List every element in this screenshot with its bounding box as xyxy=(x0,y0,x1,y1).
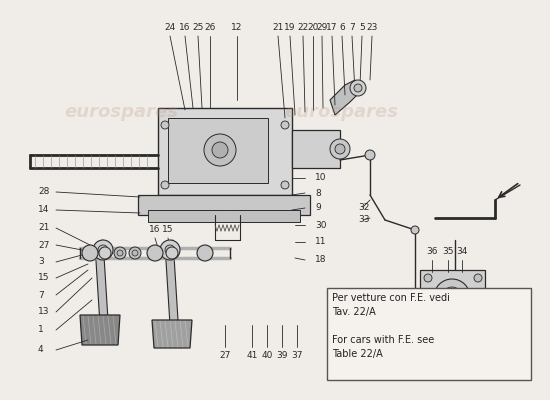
Polygon shape xyxy=(138,195,310,215)
Text: 3: 3 xyxy=(38,258,44,266)
Text: 37: 37 xyxy=(292,350,302,360)
Text: 36: 36 xyxy=(426,248,438,256)
Polygon shape xyxy=(165,240,178,325)
Text: 7: 7 xyxy=(38,290,44,300)
Circle shape xyxy=(281,121,289,129)
Polygon shape xyxy=(152,320,192,348)
Circle shape xyxy=(442,287,462,307)
Text: 7: 7 xyxy=(349,24,355,32)
Bar xyxy=(158,108,292,195)
Polygon shape xyxy=(292,130,340,168)
Text: 18: 18 xyxy=(315,256,327,264)
Circle shape xyxy=(147,245,163,261)
Text: Per vetture con F.E. vedi
Tav. 22/A

For cars with F.E. see
Table 22/A: Per vetture con F.E. vedi Tav. 22/A For … xyxy=(332,293,450,359)
Text: 17: 17 xyxy=(326,24,338,32)
Text: 32: 32 xyxy=(358,202,370,212)
Circle shape xyxy=(411,226,419,234)
Circle shape xyxy=(93,240,113,260)
Circle shape xyxy=(424,314,432,322)
Text: 34: 34 xyxy=(456,248,468,256)
Bar xyxy=(327,288,531,380)
Text: 29: 29 xyxy=(316,24,328,32)
Text: 11: 11 xyxy=(315,238,327,246)
Circle shape xyxy=(281,181,289,189)
Text: 37: 37 xyxy=(452,350,464,360)
Text: 23: 23 xyxy=(366,24,378,32)
Text: 15: 15 xyxy=(38,274,50,282)
Text: 14: 14 xyxy=(38,206,50,214)
Circle shape xyxy=(350,80,366,96)
Circle shape xyxy=(197,245,213,261)
Text: 4: 4 xyxy=(38,346,43,354)
Text: 28: 28 xyxy=(38,188,50,196)
Circle shape xyxy=(132,250,138,256)
Circle shape xyxy=(204,134,236,166)
Circle shape xyxy=(161,121,169,129)
Circle shape xyxy=(474,274,482,282)
Text: 10: 10 xyxy=(315,174,327,182)
Text: eurospares: eurospares xyxy=(284,103,398,121)
Text: 42: 42 xyxy=(406,350,417,360)
Bar xyxy=(420,270,485,325)
Circle shape xyxy=(129,247,141,259)
Polygon shape xyxy=(80,315,120,345)
Polygon shape xyxy=(330,80,360,115)
Polygon shape xyxy=(148,210,300,222)
Circle shape xyxy=(161,181,169,189)
Text: 25: 25 xyxy=(192,24,204,32)
Circle shape xyxy=(424,274,432,282)
Text: eurospares: eurospares xyxy=(64,103,178,121)
Text: 21: 21 xyxy=(38,224,50,232)
Text: 35: 35 xyxy=(442,248,454,256)
Circle shape xyxy=(160,240,180,260)
Circle shape xyxy=(365,150,375,160)
Text: 40: 40 xyxy=(261,350,273,360)
Text: 33: 33 xyxy=(358,216,370,224)
Text: 27: 27 xyxy=(219,350,230,360)
Bar xyxy=(168,118,268,183)
Circle shape xyxy=(99,247,111,259)
Text: 38: 38 xyxy=(432,350,444,360)
Circle shape xyxy=(165,245,175,255)
Circle shape xyxy=(474,314,482,322)
Text: 26: 26 xyxy=(204,24,216,32)
Circle shape xyxy=(98,245,108,255)
Circle shape xyxy=(354,84,362,92)
Text: 24: 24 xyxy=(164,24,175,32)
Circle shape xyxy=(82,245,98,261)
Text: 5: 5 xyxy=(359,24,365,32)
Text: 9: 9 xyxy=(315,204,321,212)
Circle shape xyxy=(117,250,123,256)
Circle shape xyxy=(335,144,345,154)
Text: 16: 16 xyxy=(149,226,161,234)
Circle shape xyxy=(434,279,470,315)
Text: 19: 19 xyxy=(284,24,296,32)
Text: 8: 8 xyxy=(315,188,321,198)
Text: 20: 20 xyxy=(307,24,318,32)
Circle shape xyxy=(166,247,178,259)
Text: 22: 22 xyxy=(298,24,309,32)
Circle shape xyxy=(212,142,228,158)
Text: 15: 15 xyxy=(162,226,174,234)
Text: 16: 16 xyxy=(179,24,191,32)
Text: 47: 47 xyxy=(364,326,376,334)
Text: 43: 43 xyxy=(389,350,401,360)
Text: 30: 30 xyxy=(315,220,327,230)
Text: 27: 27 xyxy=(38,240,50,250)
Circle shape xyxy=(114,247,126,259)
Circle shape xyxy=(330,139,350,159)
Text: 13: 13 xyxy=(38,308,50,316)
Text: 6: 6 xyxy=(339,24,345,32)
Text: 1: 1 xyxy=(38,326,44,334)
Text: 41: 41 xyxy=(246,350,258,360)
Text: 12: 12 xyxy=(232,24,243,32)
Text: 21: 21 xyxy=(272,24,284,32)
Polygon shape xyxy=(95,240,108,325)
Text: 39: 39 xyxy=(276,350,288,360)
